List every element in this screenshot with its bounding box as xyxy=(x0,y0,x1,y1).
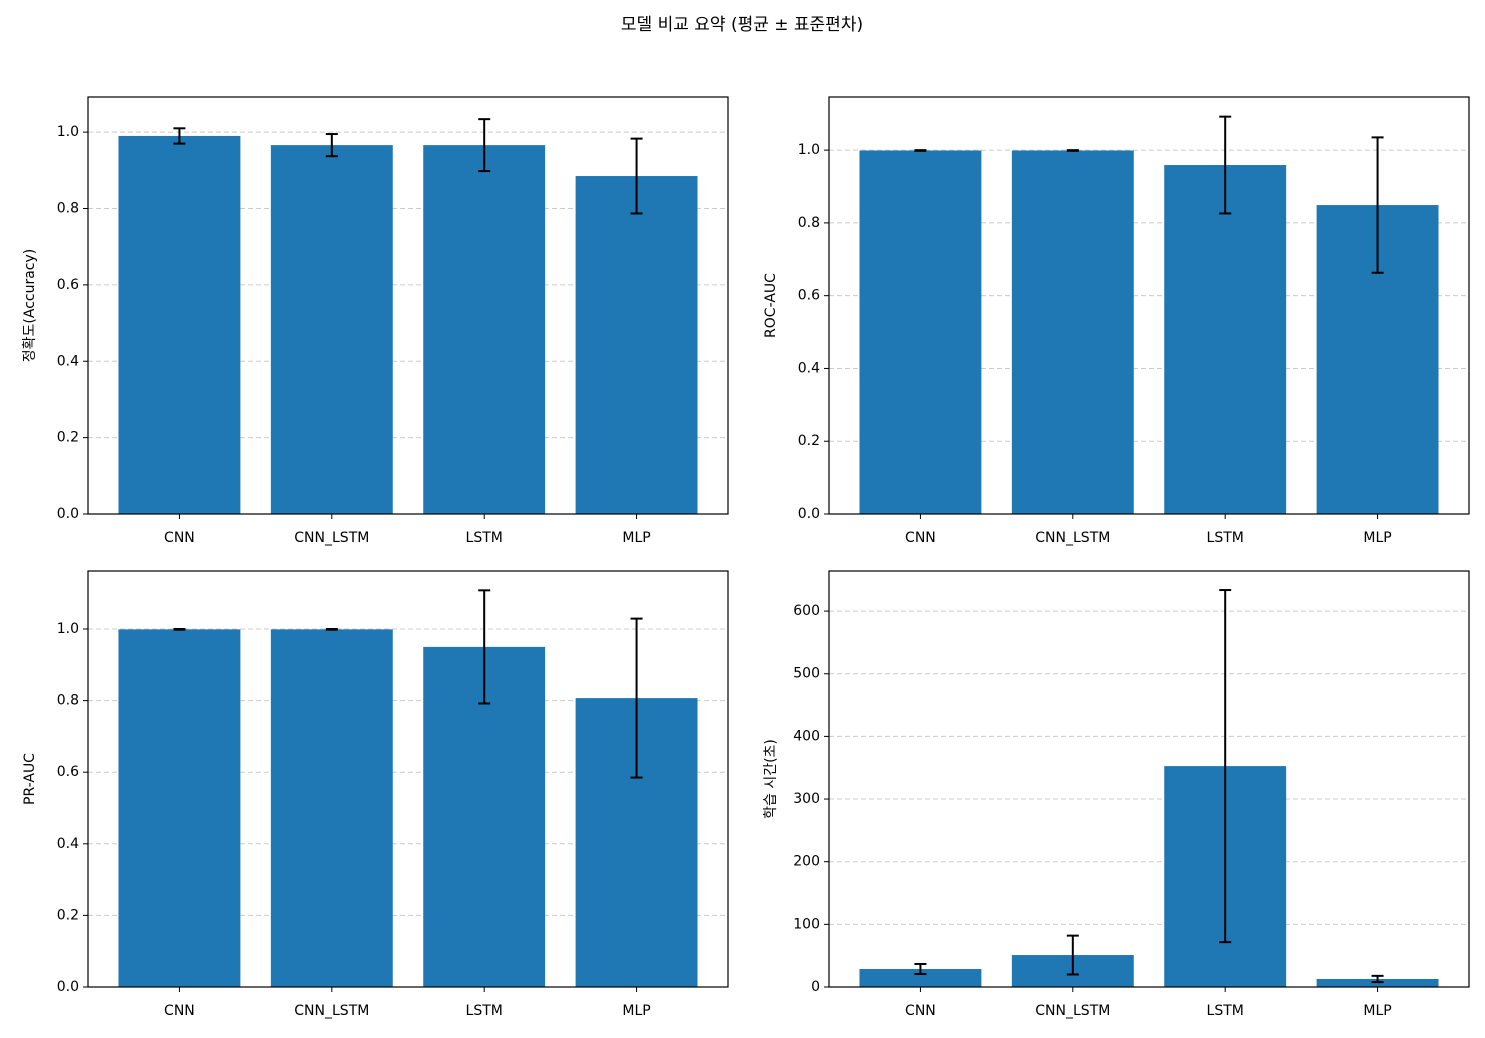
y-tick-label: 1.0 xyxy=(57,621,79,637)
bar xyxy=(575,176,698,515)
y-tick-label: 0.4 xyxy=(57,353,79,369)
y-tick-label: 100 xyxy=(793,916,820,932)
x-tick-label: CNN_LSTM xyxy=(1035,530,1110,546)
bar xyxy=(270,145,393,514)
bar xyxy=(270,629,393,987)
y-tick-label: 200 xyxy=(793,854,820,870)
y-tick-label: 0.2 xyxy=(798,433,820,449)
y-tick-label: 0.8 xyxy=(57,693,79,709)
x-tick-label: LSTM xyxy=(1207,530,1244,546)
bar xyxy=(423,145,546,514)
y-tick-label: 1.0 xyxy=(798,142,820,158)
y-tick-label: 0.6 xyxy=(798,288,820,304)
x-tick-label: CNN_LSTM xyxy=(294,1003,369,1019)
y-tick-label: 400 xyxy=(793,728,820,744)
x-tick-label: CNN xyxy=(905,1003,936,1019)
x-tick-label: CNN xyxy=(905,530,936,546)
axes-frame xyxy=(87,570,729,988)
y-tick-label: 1.0 xyxy=(57,124,79,140)
y-tick-label: 300 xyxy=(793,791,820,807)
x-tick-label: CNN xyxy=(164,1003,195,1019)
y-tick-label: 0.0 xyxy=(798,506,820,522)
x-tick-label: MLP xyxy=(622,530,650,546)
bar xyxy=(1011,150,1134,514)
y-tick-label: 0.6 xyxy=(57,764,79,780)
y-tick-label: 0.2 xyxy=(57,907,79,923)
y-axis-label: ROC-AUC xyxy=(763,273,779,338)
x-tick-label: LSTM xyxy=(1207,1003,1244,1019)
bar xyxy=(1164,165,1287,515)
x-tick-label: MLP xyxy=(1363,530,1391,546)
x-tick-label: CNN_LSTM xyxy=(1035,1003,1110,1019)
y-tick-label: 0.6 xyxy=(57,277,79,293)
y-tick-label: 0.8 xyxy=(798,215,820,231)
x-tick-label: MLP xyxy=(1363,1003,1391,1019)
y-tick-label: 0.2 xyxy=(57,430,79,446)
bar xyxy=(859,969,982,987)
y-tick-label: 0 xyxy=(811,979,820,995)
axes-frame xyxy=(828,570,1470,988)
y-tick-label: 0.4 xyxy=(57,836,79,852)
y-tick-label: 0.4 xyxy=(798,360,820,376)
y-axis-label: PR-AUC xyxy=(22,753,38,805)
figure-title: 모델 비교 요약 (평균 ± 표준편차) xyxy=(621,15,863,35)
axes-frame xyxy=(828,96,1470,515)
x-tick-label: MLP xyxy=(622,1003,650,1019)
y-axis-label: 학습 시간(초) xyxy=(763,739,779,819)
y-tick-label: 0.0 xyxy=(57,979,79,995)
y-tick-label: 0.8 xyxy=(57,201,79,217)
bar xyxy=(859,150,982,514)
x-tick-label: CNN_LSTM xyxy=(294,530,369,546)
x-tick-label: CNN xyxy=(164,530,195,546)
axes-frame xyxy=(87,96,729,515)
y-tick-label: 600 xyxy=(793,603,820,619)
bar xyxy=(118,629,241,987)
x-tick-label: LSTM xyxy=(466,530,503,546)
x-tick-label: LSTM xyxy=(466,1003,503,1019)
bar xyxy=(118,135,241,514)
y-axis-label: 정확도(Accuracy) xyxy=(22,249,38,362)
y-tick-label: 500 xyxy=(793,666,820,682)
y-tick-label: 0.0 xyxy=(57,506,79,522)
